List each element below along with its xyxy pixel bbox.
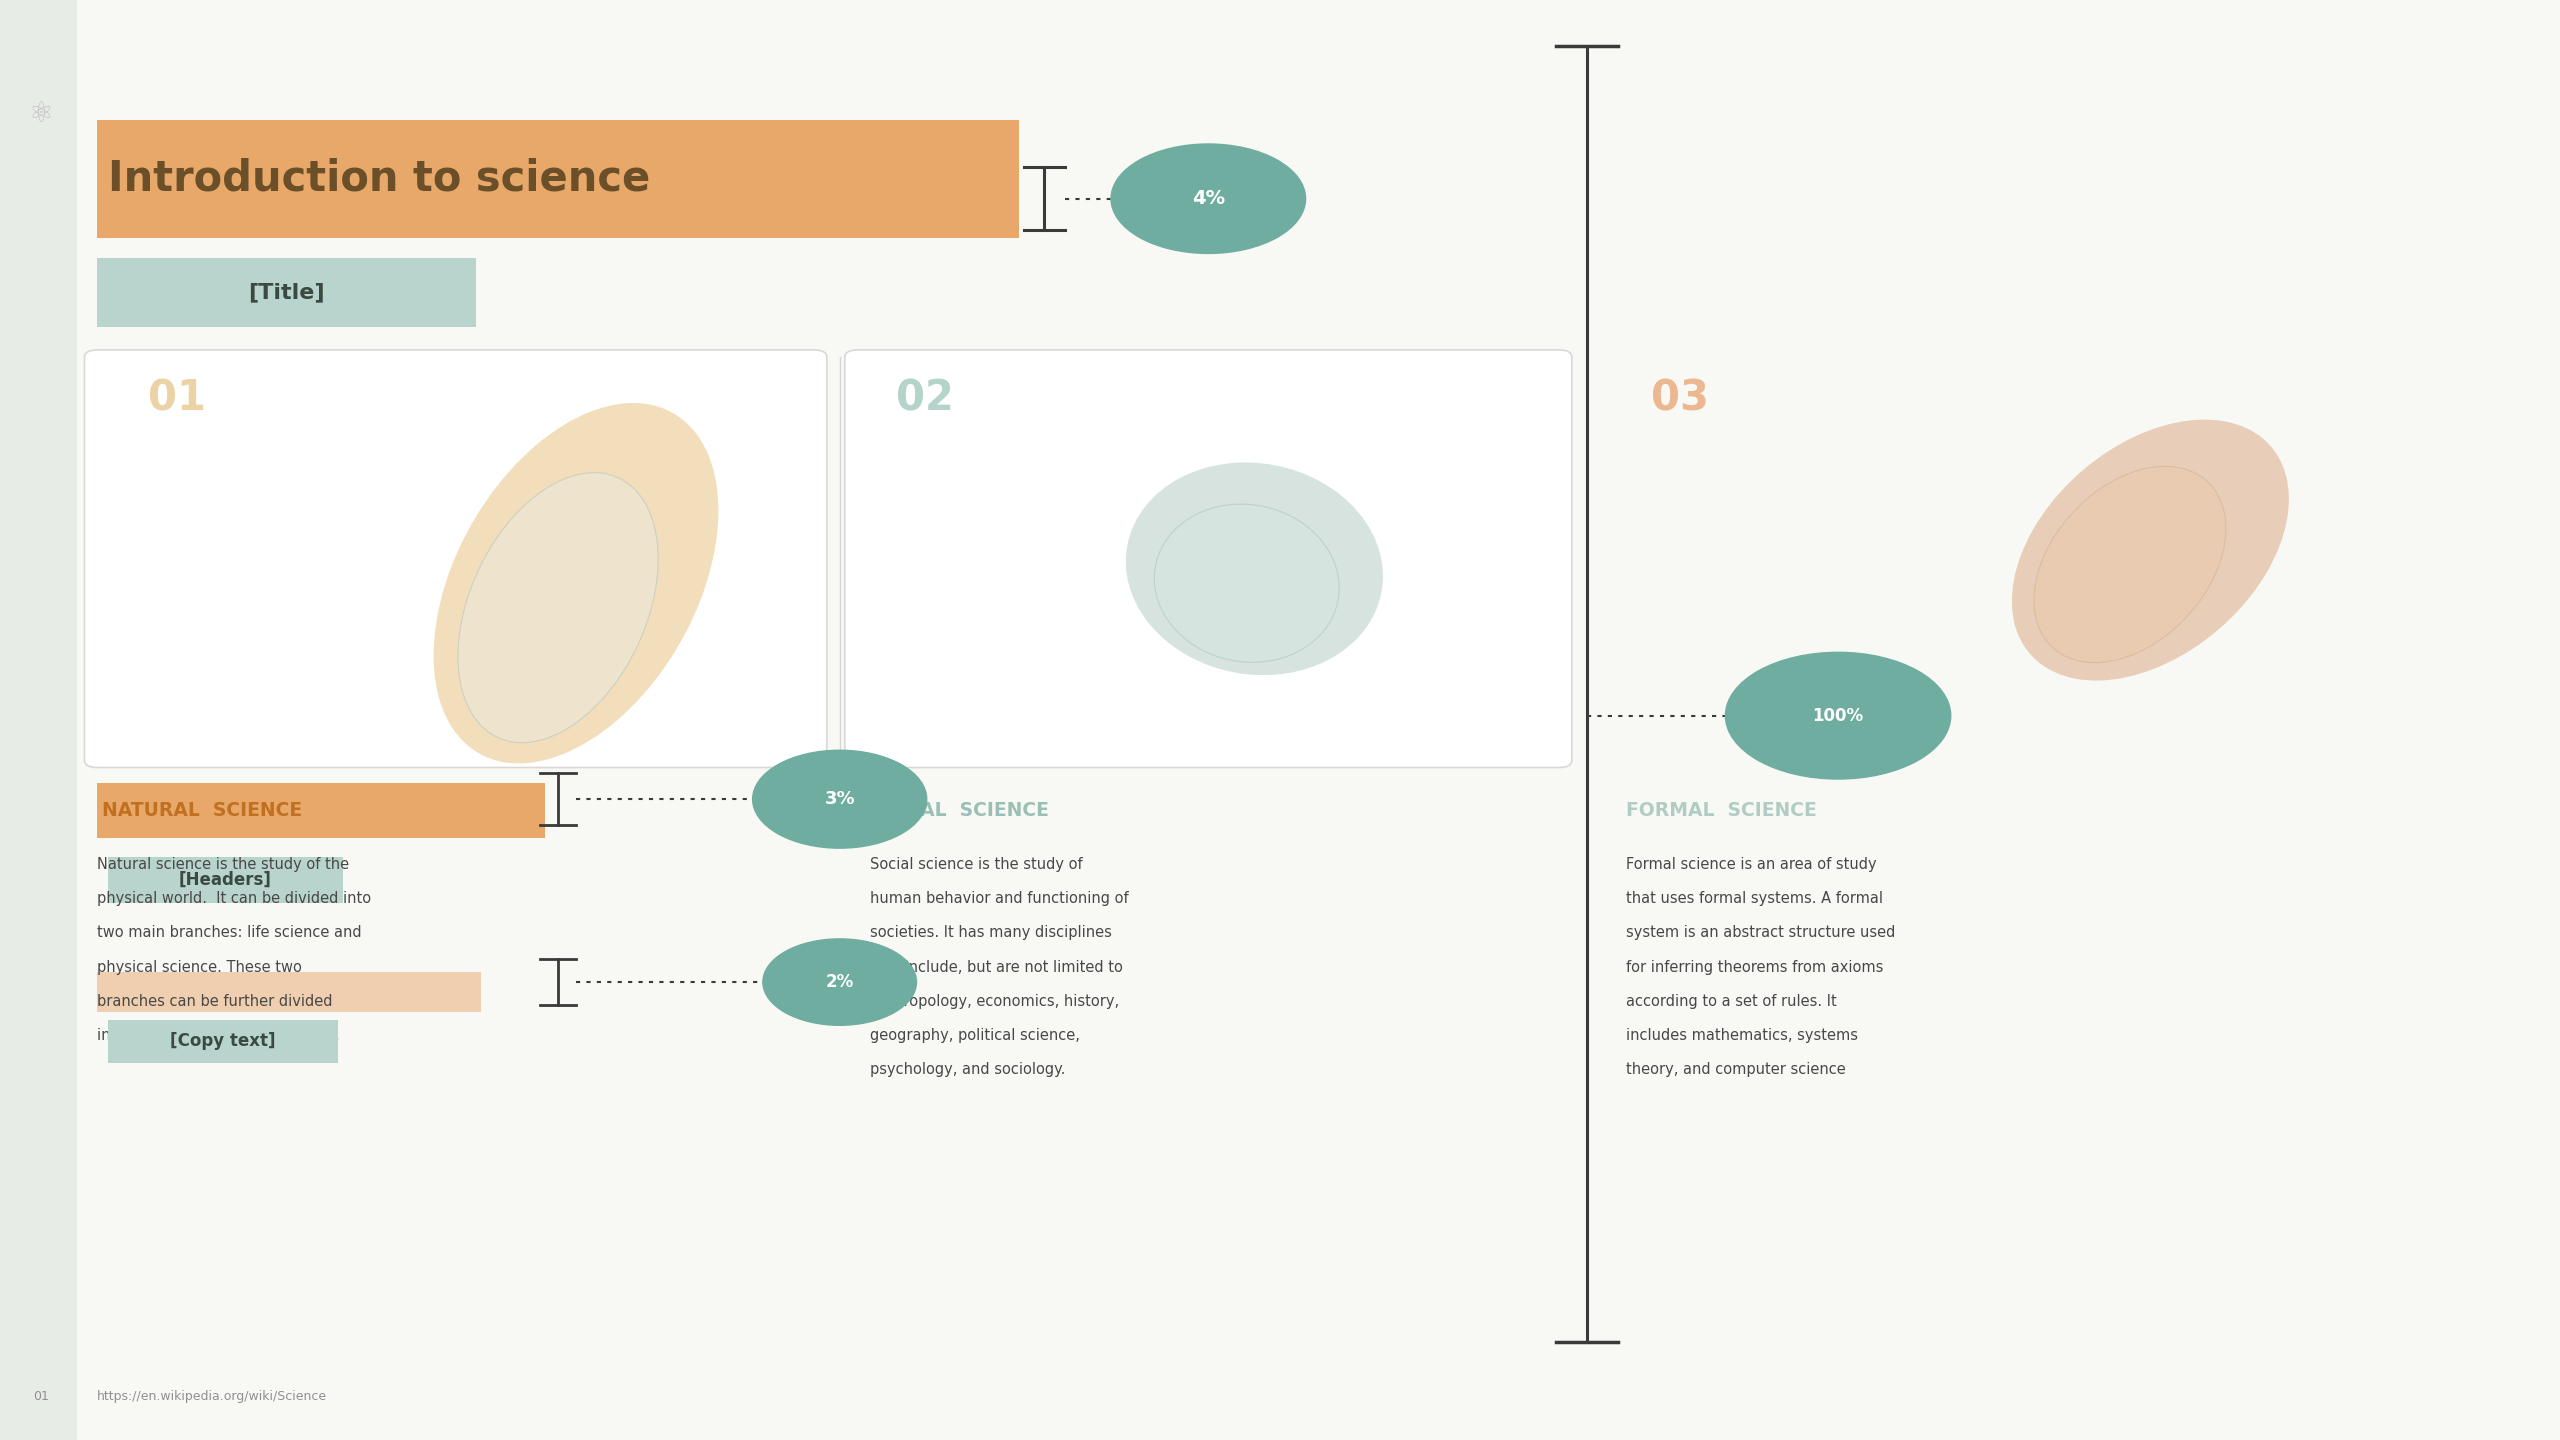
Text: two main branches: life science and: two main branches: life science and [97,926,361,940]
Ellipse shape [433,403,719,763]
Text: branches can be further divided: branches can be further divided [97,994,333,1009]
Ellipse shape [1155,504,1339,662]
Text: 100%: 100% [1812,707,1864,724]
Ellipse shape [458,472,658,743]
Text: Social science is the study of: Social science is the study of [870,857,1083,871]
Text: societies. It has many disciplines: societies. It has many disciplines [870,926,1111,940]
Text: psychology, and sociology.: psychology, and sociology. [870,1063,1065,1077]
Text: physical world.  It can be divided into: physical world. It can be divided into [97,891,371,906]
Circle shape [1725,652,1951,779]
Text: Formal science is an area of study: Formal science is an area of study [1626,857,1876,871]
Text: [Title]: [Title] [248,282,325,302]
Text: 03: 03 [1651,377,1710,419]
Ellipse shape [2033,467,2227,662]
Text: 01: 01 [148,377,207,419]
Text: anthropology, economics, history,: anthropology, economics, history, [870,994,1119,1009]
Circle shape [753,750,927,848]
Text: includes mathematics, systems: includes mathematics, systems [1626,1028,1859,1043]
Text: NATURAL  SCIENCE: NATURAL SCIENCE [102,801,302,821]
Text: into more specialized disciplines.: into more specialized disciplines. [97,1028,340,1043]
Text: according to a set of rules. It: according to a set of rules. It [1626,994,1836,1009]
Text: that include, but are not limited to: that include, but are not limited to [870,959,1124,975]
FancyBboxPatch shape [0,0,77,1440]
FancyBboxPatch shape [84,350,827,768]
Text: 4%: 4% [1193,189,1224,209]
FancyBboxPatch shape [97,258,476,327]
Text: [Copy text]: [Copy text] [169,1032,276,1050]
FancyBboxPatch shape [108,857,343,903]
Text: that uses formal systems. A formal: that uses formal systems. A formal [1626,891,1882,906]
Text: Natural science is the study of the: Natural science is the study of the [97,857,348,871]
FancyBboxPatch shape [97,120,1019,238]
Ellipse shape [1126,462,1382,675]
Text: system is an abstract structure used: system is an abstract structure used [1626,926,1894,940]
Text: 01: 01 [33,1390,49,1404]
Text: 02: 02 [896,377,955,419]
FancyBboxPatch shape [97,972,481,1012]
FancyBboxPatch shape [108,1020,338,1063]
Text: 2%: 2% [824,973,855,991]
Ellipse shape [2012,419,2289,681]
FancyBboxPatch shape [97,783,545,838]
Text: physical science. These two: physical science. These two [97,959,302,975]
Text: 3%: 3% [824,791,855,808]
Text: Introduction to science: Introduction to science [108,157,650,200]
Text: theory, and computer science: theory, and computer science [1626,1063,1846,1077]
Text: [Headers]: [Headers] [179,871,271,888]
Text: https://en.wikipedia.org/wiki/Science: https://en.wikipedia.org/wiki/Science [97,1390,328,1404]
FancyBboxPatch shape [845,350,1572,768]
Text: for inferring theorems from axioms: for inferring theorems from axioms [1626,959,1884,975]
Text: SOCIAL  SCIENCE: SOCIAL SCIENCE [870,801,1050,821]
Text: human behavior and functioning of: human behavior and functioning of [870,891,1129,906]
Text: ⚛: ⚛ [28,99,54,128]
Text: FORMAL  SCIENCE: FORMAL SCIENCE [1626,801,1818,821]
Text: geography, political science,: geography, political science, [870,1028,1080,1043]
Circle shape [763,939,916,1025]
Circle shape [1111,144,1306,253]
